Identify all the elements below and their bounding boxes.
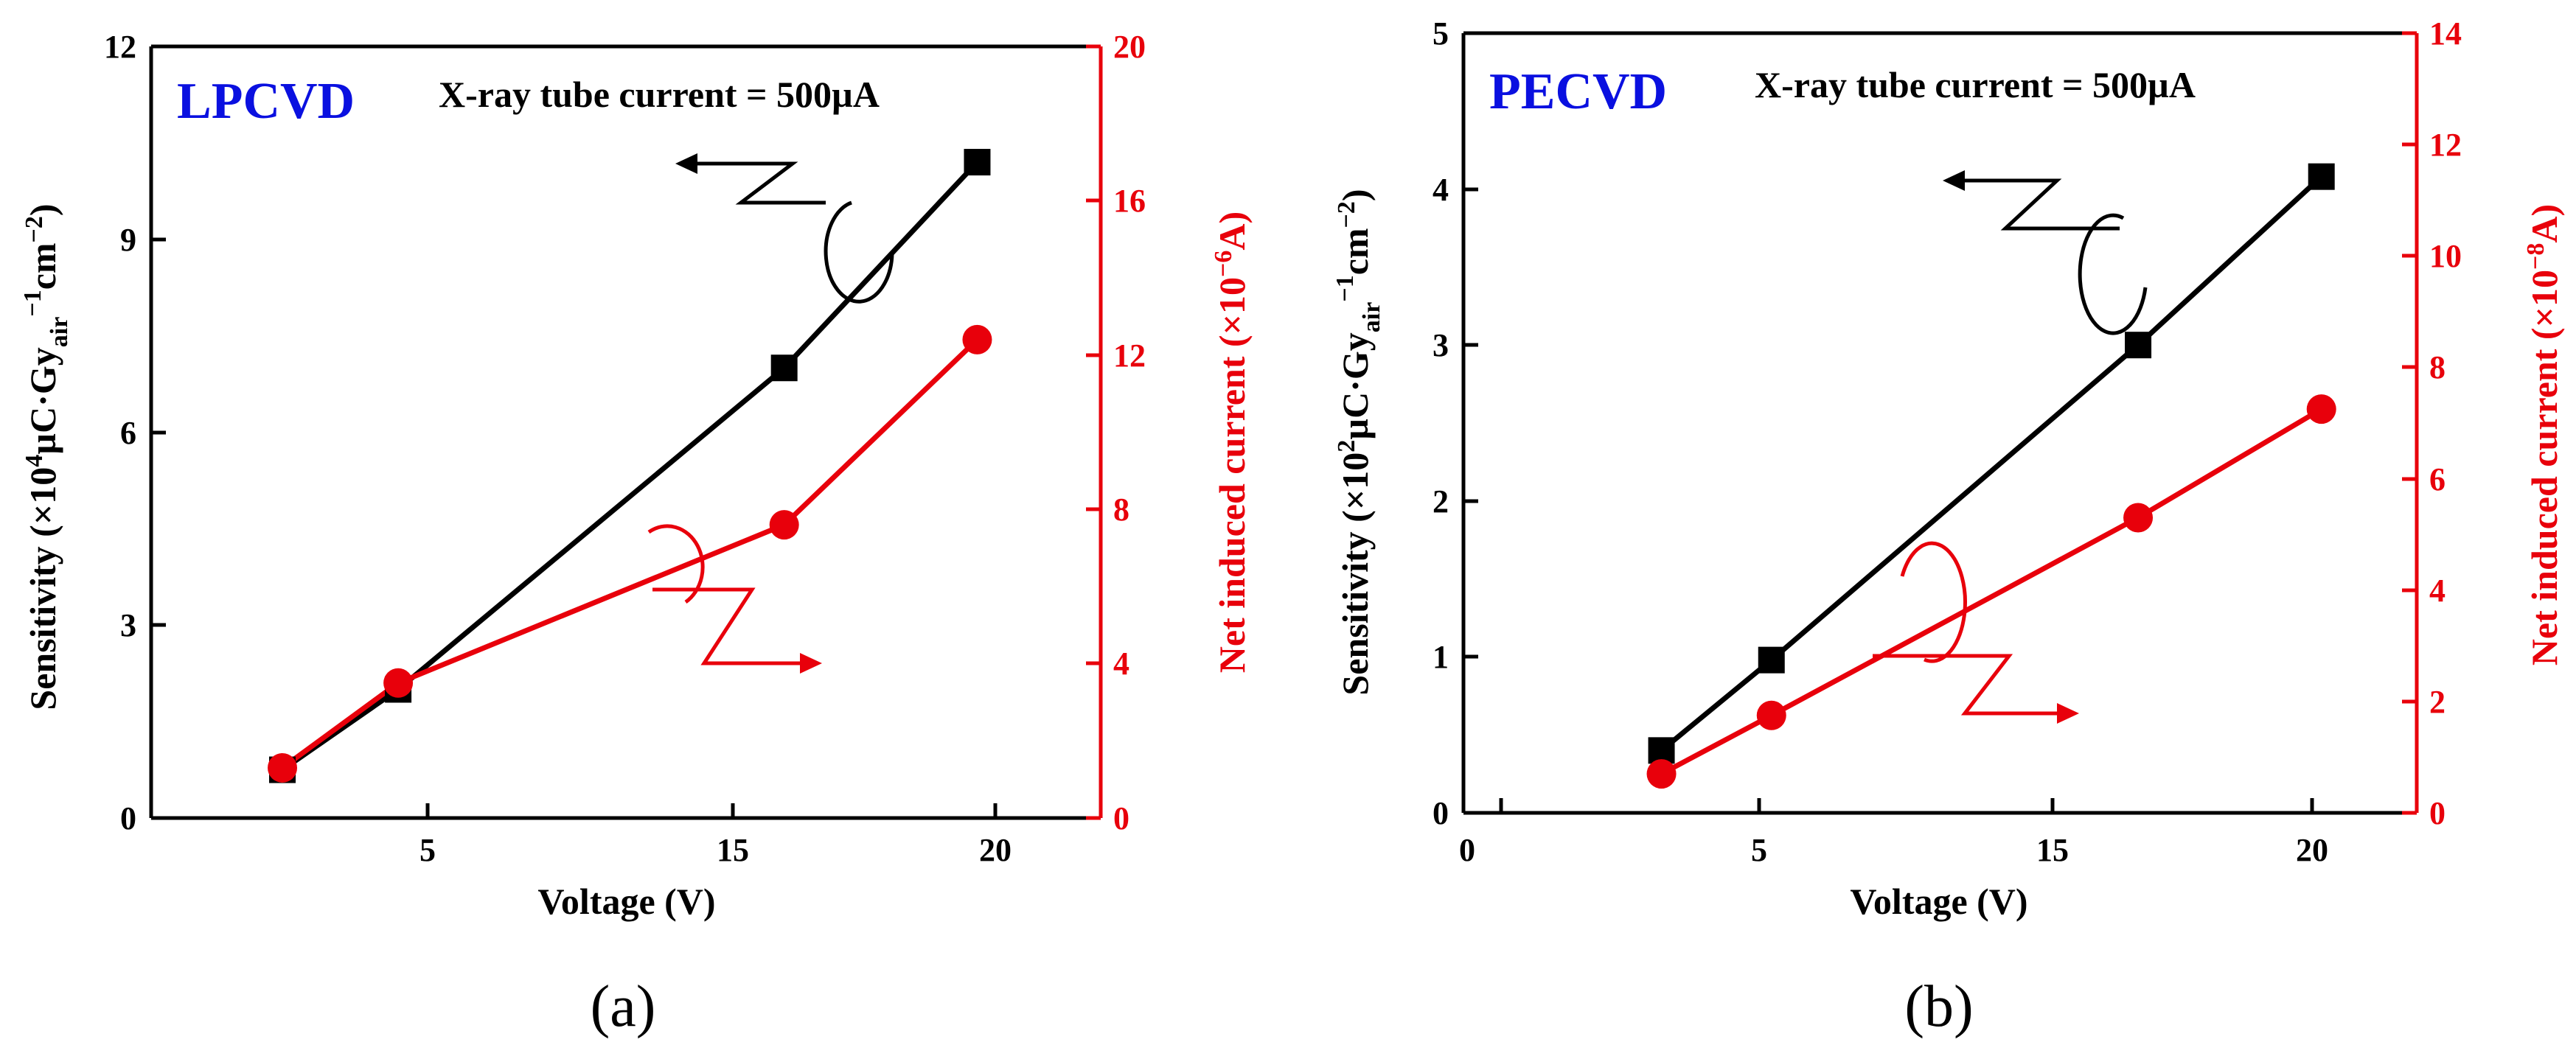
panel-b-current-point	[2306, 394, 2336, 424]
panel-b-current-point	[1756, 700, 1786, 730]
panel-b-left-axis-arrow	[1943, 170, 2148, 335]
panel-b-y2tick-label: 6	[2429, 461, 2446, 497]
panel-b-y2tick-label: 8	[2429, 349, 2446, 385]
panel-b-current-line	[1660, 407, 2323, 777]
panel-a: 0 3 6 9 12 0 4 8 12 16 20 5 15	[19, 29, 1253, 922]
panel-b-caption: (b)	[1904, 974, 1973, 1039]
panel-b-y2tick-label: 12	[2429, 127, 2462, 163]
panel-b-sensitivity-point	[2308, 163, 2335, 190]
panel-b-left-ticks: 0 1 2 3 4 5	[1433, 15, 1478, 831]
panel-b-current-point	[1646, 759, 1677, 789]
panel-b-y2tick-label: 2	[2429, 684, 2446, 720]
panel-a-bottom-ticks: 5 15 20	[420, 803, 1012, 868]
panel-b-y-axis-label: Sensitivity (×102µC·Gyair−1cm−2)	[1331, 189, 1385, 695]
panel-b-y2tick-label: 14	[2429, 15, 2462, 52]
panel-a-xtick-label: 15	[717, 832, 749, 868]
panel-a-xtick-label: 20	[979, 832, 1012, 868]
panel-a-x-axis-label: Voltage (V)	[537, 881, 715, 922]
panel-b-right-ticks: 0 2 4 6 8 10 12 14	[2402, 15, 2462, 831]
panel-b-markers	[1646, 163, 2336, 789]
panel-a-y2tick-label: 4	[1113, 646, 1129, 682]
panel-b-ytick-label: 0	[1433, 795, 1449, 831]
panel-b: 0 1 2 3 4 5 0 2 4 6 8 10 12 14	[1331, 15, 2565, 922]
panel-a-y-axis-label: Sensitivity (×104µC·Gyair−1cm−2)	[19, 203, 73, 710]
panel-b-right-axis-arrow	[1873, 541, 2079, 724]
panel-b-annotation: X-ray tube current = 500µA	[1755, 64, 2196, 105]
panel-b-sensitivity-point	[2125, 332, 2152, 359]
panel-a-ytick-label: 12	[104, 29, 136, 65]
panel-b-y2-axis-label: Net induced current (×10−8A)	[2522, 204, 2565, 665]
panel-b-sensitivity-point	[1758, 646, 1785, 674]
panel-b-ytick-label: 4	[1433, 172, 1449, 208]
panel-a-y2-axis-label: Net induced current (×10−6A)	[1210, 212, 1253, 673]
panel-a-y2tick-label: 12	[1113, 338, 1146, 374]
panel-b-xtick-label: 5	[1751, 832, 1767, 868]
panel-b-x-axis-label: Voltage (V)	[1850, 881, 2027, 922]
panel-b-bottom-ticks: 0 5 15 20	[1459, 798, 2328, 868]
panel-a-ytick-label: 0	[120, 800, 136, 836]
panel-b-ytick-label: 2	[1433, 483, 1449, 520]
panel-a-current-point	[383, 668, 414, 698]
panel-b-plot	[1646, 163, 2336, 789]
panel-a-ytick-label: 9	[120, 222, 136, 258]
panel-b-sensitivity-line	[1660, 175, 2324, 753]
panel-a-markers	[268, 149, 992, 783]
panel-a-current-point	[268, 752, 298, 783]
panel-a-xtick-label: 5	[420, 832, 436, 868]
panel-a-right-ticks: 0 4 8 12 16 20	[1086, 29, 1146, 836]
panel-a-current-line	[280, 338, 979, 770]
panel-a-sensitivity-line	[281, 160, 980, 772]
panel-a-left-ticks: 0 3 6 9 12	[104, 29, 166, 836]
panel-b-y2tick-label: 10	[2429, 238, 2462, 274]
panel-b-y2tick-label: 4	[2429, 573, 2446, 609]
panel-b-ytick-label: 1	[1433, 639, 1449, 675]
panel-a-right-axis-arrow	[647, 524, 822, 674]
panel-a-y2tick-label: 8	[1113, 492, 1129, 528]
panel-a-y2tick-label: 0	[1113, 800, 1129, 836]
panel-a-current-point	[769, 510, 799, 540]
panel-a-ytick-label: 6	[120, 415, 136, 451]
panel-a-caption: (a)	[591, 974, 656, 1039]
panel-a-ytick-label: 3	[120, 607, 136, 643]
panel-a-y2tick-label: 20	[1113, 29, 1146, 65]
panel-b-y2tick-label: 0	[2429, 795, 2446, 831]
panel-a-current-point	[962, 324, 992, 354]
panel-a-annotation: X-ray tube current = 500µA	[439, 74, 880, 115]
panel-b-ytick-label: 3	[1433, 327, 1449, 363]
panel-a-left-axis-arrow	[675, 153, 894, 304]
panel-a-sensitivity-point	[964, 149, 991, 176]
panel-b-title: PECVD	[1489, 63, 1667, 120]
panel-b-xtick-label: 0	[1459, 832, 1475, 868]
panel-a-sensitivity-point	[770, 354, 798, 382]
panel-a-plot	[268, 149, 992, 783]
panel-b-xtick-label: 20	[2296, 832, 2328, 868]
panel-a-title: LPCVD	[177, 73, 355, 130]
panel-a-y2tick-label: 16	[1113, 183, 1146, 219]
panel-b-xtick-label: 15	[2036, 832, 2069, 868]
panel-b-current-point	[2123, 503, 2154, 533]
panel-b-ytick-label: 5	[1433, 15, 1449, 52]
